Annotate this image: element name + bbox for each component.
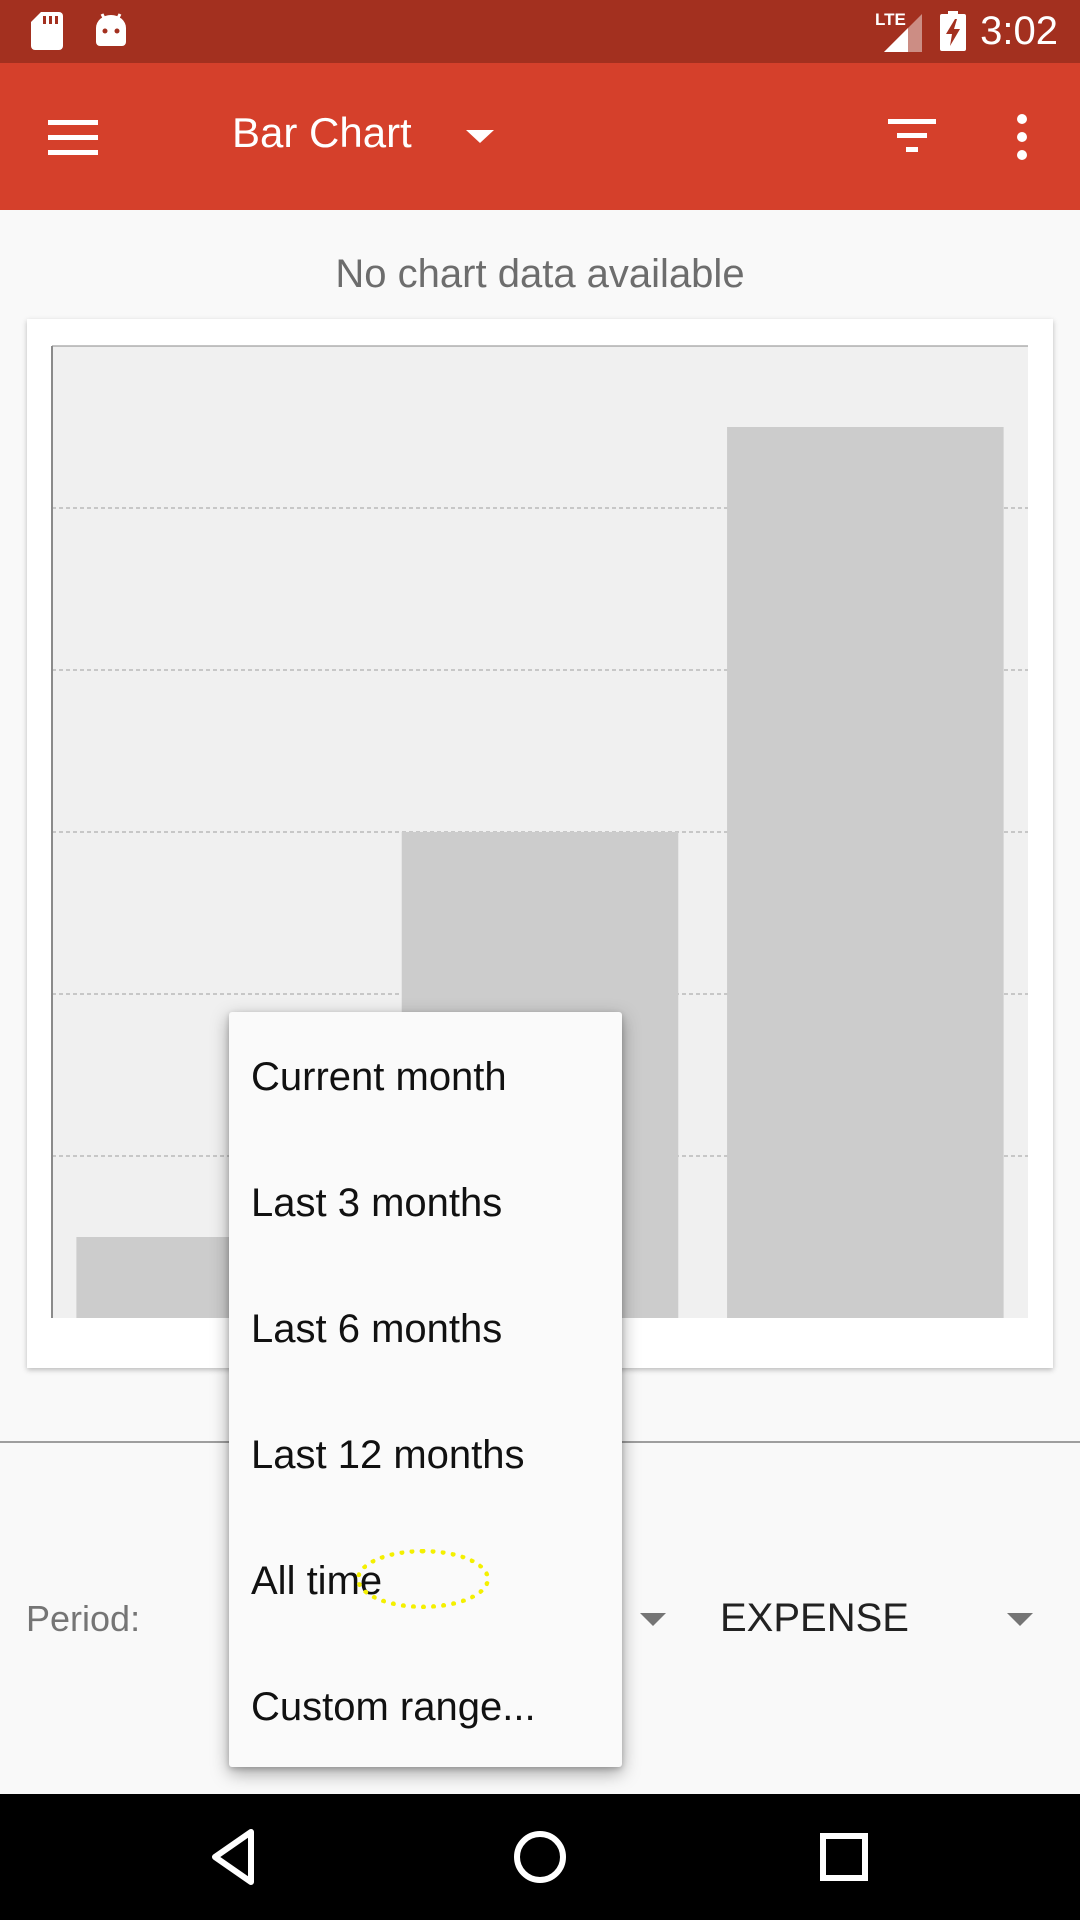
battery-charging-icon [940, 11, 966, 51]
menu-icon[interactable] [38, 113, 108, 163]
transaction-type-spinner[interactable]: EXPENSE [720, 1596, 909, 1640]
touch-indicator [356, 1549, 490, 1609]
status-bar: LTE 3:02 [0, 0, 1080, 63]
menu-item-last-3-months[interactable]: Last 3 months [251, 1180, 503, 1225]
period-dropdown-arrow-icon[interactable] [640, 1613, 666, 1626]
home-icon[interactable] [507, 1824, 573, 1890]
menu-item-custom-range[interactable]: Custom range... [251, 1684, 536, 1729]
chart-card [27, 319, 1053, 1368]
no-chart-data-message: No chart data available [335, 252, 745, 296]
period-popup-menu: Current month Last 3 months Last 6 month… [229, 1012, 622, 1767]
type-dropdown-arrow-icon[interactable] [1007, 1613, 1033, 1626]
android-icon [96, 13, 126, 46]
bar-3 [727, 427, 1004, 1318]
navigation-bar [0, 1794, 1080, 1920]
recents-icon[interactable] [811, 1824, 877, 1890]
filter-icon[interactable] [883, 113, 943, 163]
back-icon[interactable] [203, 1824, 269, 1890]
page-title: Bar Chart [232, 109, 412, 156]
sd-card-icon [31, 12, 63, 50]
menu-item-last-6-months[interactable]: Last 6 months [251, 1306, 503, 1351]
clock: 3:02 [980, 9, 1058, 53]
app-bar: Bar Chart [0, 63, 1080, 210]
menu-item-last-12-months[interactable]: Last 12 months [251, 1432, 525, 1477]
network-type-label: LTE [875, 10, 906, 29]
period-label: Period: [26, 1598, 141, 1639]
chart-type-spinner[interactable]: Bar Chart [232, 103, 412, 163]
signal-icon [884, 14, 922, 52]
dropdown-arrow-icon[interactable] [466, 130, 494, 143]
menu-item-current-month[interactable]: Current month [251, 1054, 507, 1099]
overflow-menu-icon[interactable] [1000, 108, 1044, 168]
